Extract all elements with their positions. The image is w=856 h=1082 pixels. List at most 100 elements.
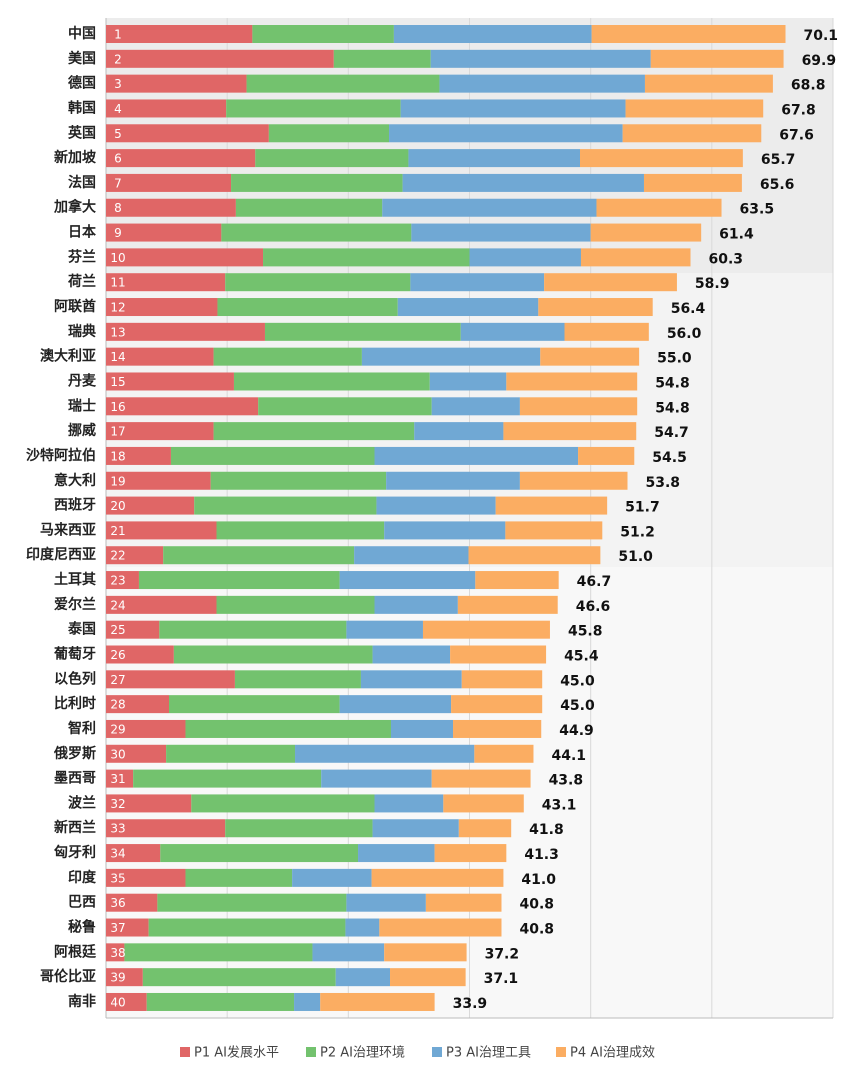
bar-segment <box>106 695 170 714</box>
bar-segment <box>358 844 435 863</box>
rank-label: 25 <box>110 623 125 637</box>
bar-segment <box>393 25 592 43</box>
bar-segment <box>106 968 143 987</box>
bar-segment <box>264 322 461 341</box>
category-label: 美国 <box>68 50 96 67</box>
bar-segment <box>422 620 550 639</box>
category-label: 巴西 <box>68 895 96 911</box>
category-label: 墨西哥 <box>54 771 96 787</box>
bar-segment <box>410 273 545 292</box>
rank-label: 26 <box>110 648 125 662</box>
bar-segment <box>106 794 192 813</box>
total-label: 61.4 <box>719 227 754 243</box>
total-label: 55.0 <box>657 351 692 367</box>
category-label: 阿根廷 <box>54 943 97 960</box>
total-label: 56.4 <box>671 301 706 317</box>
bar-segment <box>146 992 295 1011</box>
bar-segment <box>106 893 158 912</box>
rank-label: 39 <box>110 971 125 985</box>
bar-segment <box>439 74 645 93</box>
category-label: 新西兰 <box>54 819 96 836</box>
total-label: 51.2 <box>620 524 655 540</box>
rank-label: 21 <box>110 524 125 538</box>
category-label: 意大利 <box>54 472 96 489</box>
bar-segment <box>217 298 398 317</box>
bar-segment <box>160 844 359 863</box>
bar-segment <box>106 918 149 937</box>
bar-segment <box>124 943 313 962</box>
category-label: 土耳其 <box>54 571 96 588</box>
bar-segment <box>414 422 504 441</box>
bar-segment <box>170 446 375 465</box>
bar-segment <box>379 918 502 937</box>
category-label: 英国 <box>67 124 96 141</box>
bar-segment <box>226 99 401 118</box>
bar-segment <box>221 223 412 242</box>
bar-segment <box>386 471 520 490</box>
category-label: 马来西亚 <box>40 522 96 538</box>
category-label: 法国 <box>68 174 96 191</box>
legend-label: P2 AI治理环境 <box>320 1046 405 1061</box>
legend-label: P4 AI治理成效 <box>570 1046 655 1061</box>
bar-segment <box>106 769 134 788</box>
rank-label: 1 <box>114 28 122 42</box>
rank-label: 38 <box>110 946 125 960</box>
bar-segment <box>106 149 256 168</box>
bar-segment <box>163 546 355 565</box>
bar-segment <box>431 397 520 416</box>
rank-label: 17 <box>110 425 125 439</box>
category-label: 以色列 <box>54 670 96 687</box>
bar-segment <box>429 372 507 391</box>
rank-label: 23 <box>110 574 125 588</box>
bar-segment <box>106 719 186 738</box>
legend-swatch <box>180 1047 190 1057</box>
bar-segment <box>590 223 702 242</box>
bar-segment <box>106 124 269 143</box>
category-label: 比利时 <box>54 695 96 712</box>
bar-segment <box>294 992 321 1011</box>
bar-segment <box>434 844 507 863</box>
bar-segment <box>210 471 387 490</box>
total-label: 37.2 <box>485 946 520 962</box>
total-label: 65.7 <box>761 152 796 168</box>
bar-segment <box>468 546 601 565</box>
bar-segment <box>234 670 361 689</box>
bar-segment <box>544 273 677 292</box>
bar-segment <box>538 298 653 317</box>
bar-segment <box>346 620 423 639</box>
rank-label: 6 <box>114 152 122 166</box>
legend-label: P1 AI发展水平 <box>194 1045 279 1061</box>
rank-label: 8 <box>114 201 122 215</box>
bar-segment <box>106 670 235 689</box>
bar-segment <box>106 198 236 217</box>
category-label: 荷兰 <box>67 273 96 290</box>
bar-segment <box>157 893 347 912</box>
bar-segment <box>106 496 195 515</box>
bar-segment <box>374 446 579 465</box>
total-label: 70.1 <box>804 28 839 44</box>
bar-segment <box>430 49 651 68</box>
bar-segment <box>372 819 459 838</box>
category-label: 挪威 <box>68 422 96 439</box>
bar-segment <box>506 372 638 391</box>
total-label: 37.1 <box>484 971 519 987</box>
total-label: 41.3 <box>524 847 559 863</box>
bar-segment <box>191 794 375 813</box>
category-label: 俄罗斯 <box>53 745 96 762</box>
rank-label: 29 <box>110 722 125 736</box>
total-label: 51.0 <box>618 549 653 565</box>
bar-segment <box>106 25 253 43</box>
bar-segment <box>390 719 454 738</box>
bar-segment <box>360 670 462 689</box>
rank-label: 10 <box>110 251 125 265</box>
rank-label: 9 <box>114 226 122 240</box>
bar-segment <box>106 298 218 317</box>
category-label: 加拿大 <box>53 199 96 216</box>
total-label: 44.1 <box>551 748 586 764</box>
category-label: 秘鲁 <box>68 919 96 936</box>
rank-label: 2 <box>114 52 122 66</box>
bar-segment <box>106 99 227 118</box>
total-label: 45.0 <box>560 673 595 689</box>
total-label: 43.1 <box>542 797 577 813</box>
